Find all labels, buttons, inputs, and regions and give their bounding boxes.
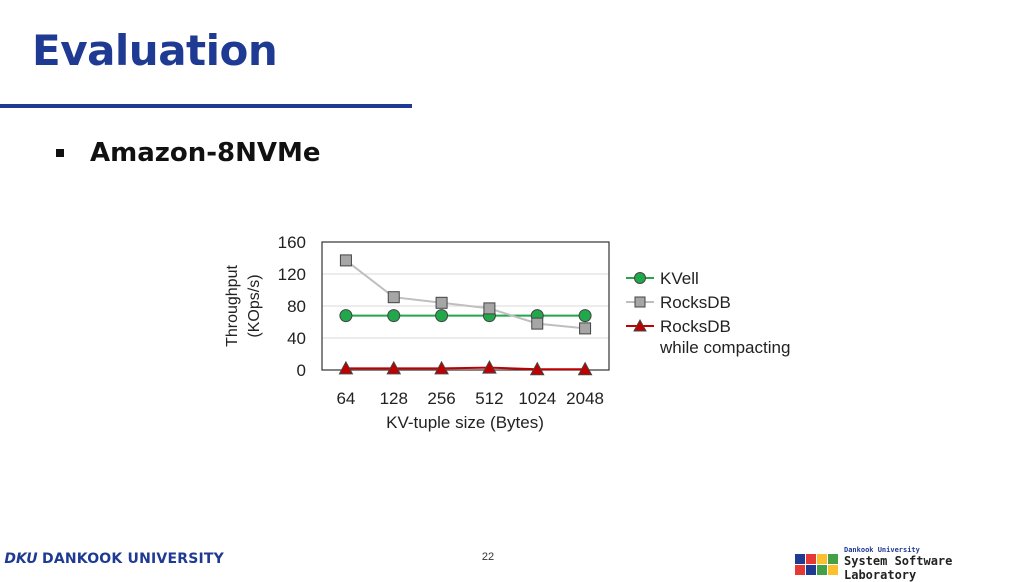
series-0 <box>339 309 592 323</box>
legend-label: RocksDB <box>660 293 731 312</box>
data-point <box>531 317 544 330</box>
y-tick-label: 0 <box>297 361 306 380</box>
lab-logo-icon <box>795 553 838 575</box>
x-tick-label: 512 <box>475 389 503 408</box>
throughput-chart: 0 40 80 120 160 64 128 256 512 1024 2048 Throughp… <box>224 233 790 432</box>
legend-label: while compacting <box>659 338 790 357</box>
data-point <box>578 309 592 323</box>
data-point <box>435 309 449 323</box>
data-point <box>483 302 496 315</box>
legend-label: RocksDB <box>660 317 731 336</box>
data-point <box>482 360 497 374</box>
bullet-item: Amazon-8NVMe <box>56 138 321 168</box>
x-tick-label: 1024 <box>518 389 556 408</box>
university-logo-icon: DKU <box>4 551 38 567</box>
legend-item-1: RocksDB <box>626 293 731 312</box>
y-axis-ticks: 0 40 80 120 160 <box>278 233 306 380</box>
data-point <box>387 309 401 323</box>
page-number: 22 <box>481 551 495 563</box>
lab-footer: Dankook University System Software Labor… <box>795 546 1024 582</box>
series-line <box>345 366 586 371</box>
university-footer: DKU DANKOOK UNIVERSITY <box>4 549 224 569</box>
data-point <box>339 254 352 267</box>
x-tick-label: 128 <box>380 389 408 408</box>
y-tick-label: 160 <box>278 233 306 252</box>
data-point <box>579 322 592 335</box>
data-point <box>339 309 353 323</box>
legend-label: KVell <box>660 269 699 288</box>
data-point <box>338 360 354 375</box>
chart-series <box>338 254 593 376</box>
legend-item-0: KVell <box>626 269 699 288</box>
series-line <box>345 259 586 330</box>
y-tick-label: 120 <box>278 265 306 284</box>
bullet-text: Amazon-8NVMe <box>90 138 321 168</box>
title-underline <box>0 104 412 108</box>
university-name: DANKOOK UNIVERSITY <box>42 551 224 567</box>
legend-marker-icon <box>634 272 646 284</box>
data-point <box>387 291 400 304</box>
data-point <box>386 360 402 375</box>
legend-marker-icon <box>634 296 646 308</box>
lab-name: System Software Laboratory <box>844 554 953 582</box>
x-tick-label: 256 <box>427 389 455 408</box>
lab-university-caption: Dankook University <box>844 546 920 554</box>
x-tick-label: 64 <box>336 389 355 408</box>
y-tick-label: 80 <box>287 297 306 316</box>
plot-area-frame <box>321 241 610 371</box>
x-axis-ticks: 64 128 256 512 1024 2048 <box>336 389 604 408</box>
legend-item-2: RocksDB while compacting <box>626 317 790 357</box>
y-axis-label-line2: (KOps/s) <box>246 274 263 337</box>
legend-marker-icon <box>633 318 647 332</box>
series-2 <box>338 360 593 376</box>
y-axis-label-line1: Throughput <box>224 265 241 347</box>
x-tick-label: 2048 <box>566 389 604 408</box>
bullet-marker-icon <box>56 149 64 157</box>
series-1 <box>339 254 592 335</box>
data-point <box>529 361 545 376</box>
data-point <box>434 360 449 375</box>
data-point <box>435 296 448 309</box>
y-tick-label: 40 <box>287 329 306 348</box>
x-axis-label: KV-tuple size (Bytes) <box>386 413 544 432</box>
chart-legend: KVell RocksDB RocksDB while compacting <box>626 269 790 357</box>
data-point <box>577 361 593 376</box>
slide-title: Evaluation <box>32 26 278 75</box>
